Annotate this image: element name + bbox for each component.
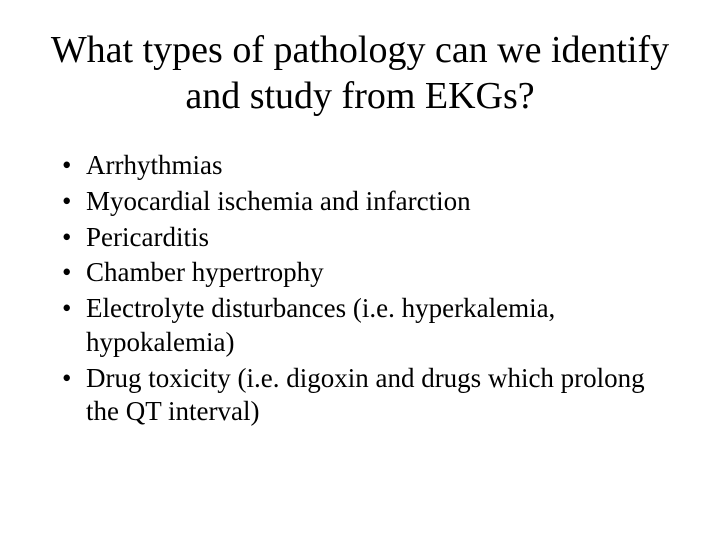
bullet-text: Myocardial ischemia and infarction — [86, 185, 670, 219]
bullet-text: Pericarditis — [86, 221, 670, 255]
bullet-icon: • — [62, 256, 86, 290]
bullet-icon: • — [62, 292, 86, 326]
bullet-icon: • — [62, 221, 86, 255]
list-item: • Arrhythmias — [62, 149, 670, 183]
list-item: • Myocardial ischemia and infarction — [62, 185, 670, 219]
bullet-icon: • — [62, 362, 86, 396]
slide-title: What types of pathology can we identify … — [50, 28, 670, 119]
bullet-text: Electrolyte disturbances (i.e. hyperkale… — [86, 292, 670, 360]
bullet-icon: • — [62, 149, 86, 183]
list-item: • Pericarditis — [62, 221, 670, 255]
bullet-icon: • — [62, 185, 86, 219]
list-item: • Chamber hypertrophy — [62, 256, 670, 290]
list-item: • Drug toxicity (i.e. digoxin and drugs … — [62, 362, 670, 430]
bullet-text: Chamber hypertrophy — [86, 256, 670, 290]
bullet-list: • Arrhythmias • Myocardial ischemia and … — [50, 149, 670, 429]
bullet-text: Arrhythmias — [86, 149, 670, 183]
bullet-text: Drug toxicity (i.e. digoxin and drugs wh… — [86, 362, 670, 430]
list-item: • Electrolyte disturbances (i.e. hyperka… — [62, 292, 670, 360]
